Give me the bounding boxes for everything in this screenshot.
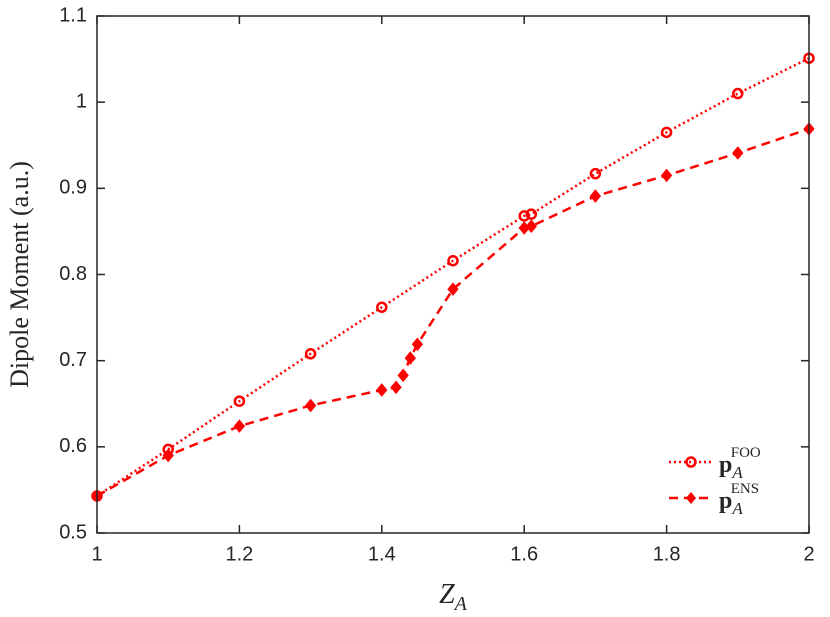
point — [660, 126, 673, 139]
y-tick-label: 0.8 — [59, 263, 87, 285]
x-tick-label: 1.8 — [653, 543, 681, 565]
x-tick-label: 2 — [803, 543, 814, 565]
point — [589, 167, 602, 180]
plot-area — [97, 16, 809, 533]
legend-sub: A — [731, 499, 743, 518]
legend-name: p — [719, 488, 732, 514]
point — [376, 383, 388, 397]
point — [660, 168, 673, 183]
point — [411, 337, 424, 352]
point — [447, 282, 459, 296]
y-tick-label: 0.5 — [59, 521, 87, 543]
legend-label: pA ENS — [719, 481, 759, 517]
point — [518, 210, 530, 222]
x-tick-label: 1 — [91, 543, 102, 565]
legend-sup: ENS — [731, 481, 759, 497]
legend-marker — [686, 492, 696, 504]
point — [233, 419, 246, 433]
x-axis-label-main: Z — [439, 579, 455, 610]
legend-sup: FOO — [731, 445, 761, 461]
point — [376, 301, 388, 313]
legend-label: pA FOO — [719, 445, 761, 481]
y-tick-label: 1.1 — [59, 4, 87, 26]
x-tick-label: 1.6 — [510, 543, 538, 565]
x-tick-label: 1.2 — [225, 543, 253, 565]
legend-marker — [685, 456, 697, 468]
point — [404, 351, 416, 365]
series-line — [96, 57, 810, 497]
x-tick-label: 1.4 — [368, 543, 396, 565]
point — [525, 219, 537, 234]
point — [162, 448, 174, 463]
point — [390, 380, 402, 395]
y-tick-label: 0.9 — [59, 177, 87, 199]
point — [589, 189, 602, 203]
point — [525, 208, 538, 220]
y-tick-label: 0.6 — [59, 435, 87, 457]
y-axis-label: Dipole Moment (a.u.) — [5, 161, 34, 388]
axes-box — [96, 15, 810, 534]
point — [397, 368, 409, 383]
point — [304, 348, 317, 360]
point — [304, 398, 317, 413]
point — [447, 254, 459, 267]
series-line — [96, 127, 810, 498]
x-axis-label: ZA — [439, 579, 468, 614]
y-tick-label: 1 — [76, 90, 87, 112]
legend-sub: A — [731, 463, 743, 482]
point — [732, 146, 744, 160]
legend-name: p — [719, 452, 732, 478]
point — [732, 87, 744, 100]
point — [233, 395, 246, 407]
x-axis-label-sub: A — [453, 593, 468, 615]
y-tick-label: 0.7 — [59, 349, 87, 371]
